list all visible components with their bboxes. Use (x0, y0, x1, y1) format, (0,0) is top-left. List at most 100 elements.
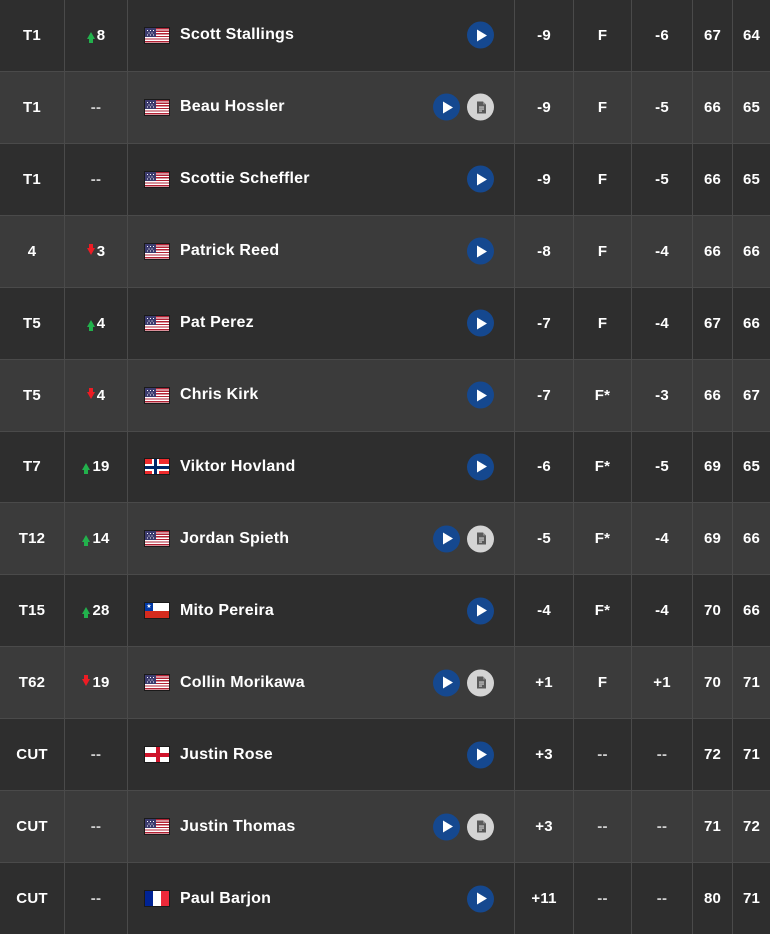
movement-value: 14 (92, 530, 110, 548)
play-icon[interactable] (467, 381, 494, 409)
play-icon[interactable] (467, 165, 494, 193)
play-icon[interactable] (433, 813, 460, 841)
flag-usa-icon (144, 314, 170, 332)
table-row[interactable]: T5 4 Chris Kirk -7 F* -3 66 67 (0, 359, 770, 432)
table-row[interactable]: CUT -- Justin Thomas +3 -- -- 71 72 (0, 791, 770, 864)
player-round-2: 72 (742, 818, 761, 836)
player-name: Justin Rose (180, 745, 273, 763)
player-thru: -- (574, 791, 632, 863)
movement-none-label: -- (90, 746, 102, 764)
player-movement: 4 (65, 359, 128, 431)
player-total-score: -9 (515, 0, 574, 71)
player-round-score: -4 (632, 215, 693, 287)
player-movement: 3 (65, 215, 128, 287)
player-total-score: +11 (515, 863, 574, 934)
play-icon[interactable] (433, 669, 460, 697)
play-icon[interactable] (467, 309, 494, 337)
player-movement: 28 (65, 575, 128, 647)
table-row[interactable]: CUT -- Justin Rose +3 -- -- 72 71 (0, 719, 770, 792)
player-cell[interactable]: Pat Perez (128, 287, 515, 359)
player-round-score: -5 (632, 431, 693, 503)
player-cell[interactable]: Jordan Spieth (128, 503, 515, 575)
movement-none-label: -- (90, 890, 102, 908)
play-icon[interactable] (467, 885, 494, 913)
player-round-score: -3 (632, 359, 693, 431)
movement-indicator: 3 (86, 243, 106, 260)
play-icon[interactable] (433, 525, 460, 553)
player-name: Patrick Reed (180, 242, 280, 260)
player-thru: F (574, 647, 632, 719)
table-row[interactable]: T12 14 Jordan Spieth -5 F* -4 69 66 (0, 503, 770, 576)
player-round-1: 72 (693, 719, 733, 791)
player-round-2: 71 (742, 746, 761, 764)
play-icon[interactable] (433, 93, 460, 121)
player-round-score: -- (632, 719, 693, 791)
movement-value: 4 (96, 314, 106, 332)
table-row[interactable]: T1 8 Scott Stallings -9 F -6 67 64 (0, 0, 770, 72)
scorecard-icon[interactable] (467, 813, 494, 841)
scorecard-icon[interactable] (467, 669, 494, 697)
player-cell[interactable]: Beau Hossler (128, 71, 515, 143)
table-row[interactable]: T15 28 ★ Mito Pereira -4 F* -4 70 66 (0, 575, 770, 648)
table-row[interactable]: T5 4 Pat Perez -7 F -4 67 66 (0, 287, 770, 360)
player-round-score: +1 (632, 647, 693, 719)
player-cell[interactable]: Patrick Reed (128, 215, 515, 287)
table-row[interactable]: CUT -- Paul Barjon +11 -- -- 80 71 (0, 863, 770, 934)
row-action-icons (467, 309, 494, 337)
player-cell[interactable]: Scott Stallings (128, 0, 515, 71)
scorecard-icon[interactable] (467, 525, 494, 553)
movement-value: 28 (92, 602, 110, 620)
player-cell[interactable]: ★ Mito Pereira (128, 575, 515, 647)
scorecard-icon[interactable] (467, 93, 494, 121)
play-icon[interactable] (467, 21, 494, 49)
movement-none-label: -- (90, 170, 102, 188)
player-thru: F (574, 143, 632, 215)
player-round-score: -5 (632, 71, 693, 143)
flag-usa-icon (144, 386, 170, 404)
player-position: T15 (0, 575, 65, 647)
player-movement: 8 (65, 0, 128, 71)
flag-france-icon (144, 890, 170, 908)
player-position: T1 (0, 71, 65, 143)
row-action-icons (467, 885, 494, 913)
player-round-1: 69 (693, 431, 733, 503)
player-cell[interactable]: Justin Rose (128, 719, 515, 791)
player-name: Viktor Hovland (180, 457, 296, 475)
player-thru: -- (574, 719, 632, 791)
player-movement: -- (65, 71, 128, 143)
table-row[interactable]: T1 -- Beau Hossler -9 F -5 66 65 (0, 71, 770, 144)
movement-indicator: 19 (82, 674, 109, 691)
table-row[interactable]: 4 3 Patrick Reed -8 F -4 66 66 (0, 215, 770, 288)
play-icon[interactable] (467, 741, 494, 769)
player-name: Scottie Scheffler (180, 170, 310, 188)
row-action-icons (467, 165, 494, 193)
player-movement: 19 (65, 647, 128, 719)
player-cell[interactable]: Viktor Hovland (128, 431, 515, 503)
play-icon[interactable] (467, 597, 494, 625)
player-total-score: +3 (515, 791, 574, 863)
player-cell[interactable]: Justin Thomas (128, 791, 515, 863)
player-round-score: -4 (632, 287, 693, 359)
play-icon[interactable] (467, 237, 494, 265)
player-thru: F (574, 215, 632, 287)
player-cell[interactable]: Collin Morikawa (128, 647, 515, 719)
row-action-icons (467, 453, 494, 481)
table-row[interactable]: T62 19 Collin Morikawa +1 F +1 70 71 (0, 647, 770, 720)
movement-indicator: 14 (82, 530, 109, 547)
player-cell[interactable]: Chris Kirk (128, 359, 515, 431)
player-round-2: 65 (742, 98, 761, 116)
player-cell[interactable]: Scottie Scheffler (128, 143, 515, 215)
player-round-1: 71 (693, 791, 733, 863)
player-round-2: 66 (742, 530, 761, 548)
movement-none-label: -- (90, 818, 102, 836)
player-round-2: 66 (742, 242, 761, 260)
play-icon[interactable] (467, 453, 494, 481)
table-row[interactable]: T1 -- Scottie Scheffler -9 F -5 66 65 (0, 143, 770, 216)
player-total-score: -7 (515, 287, 574, 359)
movement-none-label: -- (90, 98, 102, 116)
movement-indicator: 4 (86, 387, 106, 404)
player-cell[interactable]: Paul Barjon (128, 863, 515, 934)
player-total-score: -9 (515, 143, 574, 215)
table-row[interactable]: T7 19 Viktor Hovland -6 F* -5 69 65 (0, 431, 770, 504)
player-round-score: -- (632, 863, 693, 934)
